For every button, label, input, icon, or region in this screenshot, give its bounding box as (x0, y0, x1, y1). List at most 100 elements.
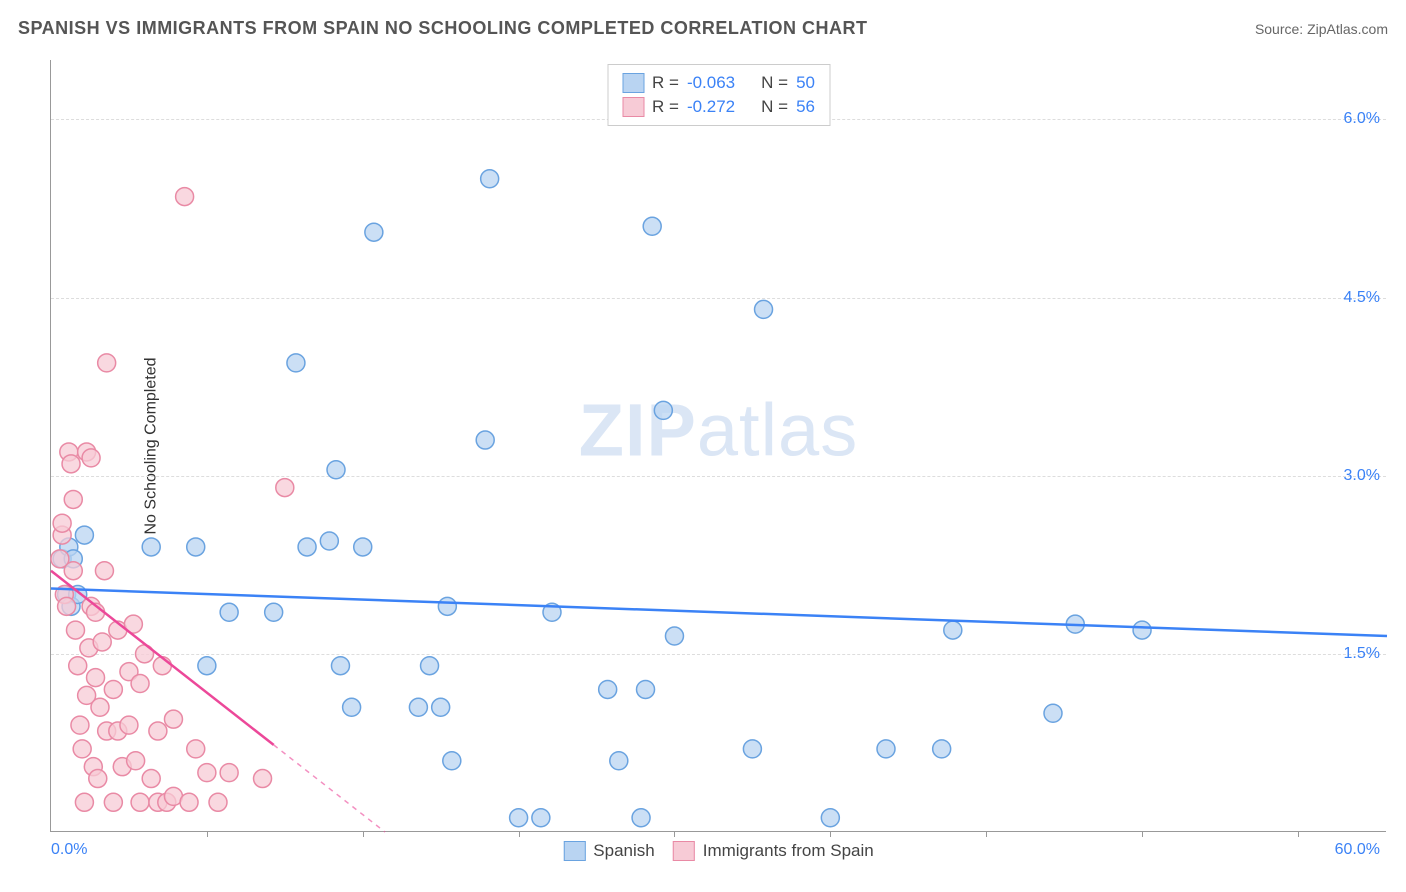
series-legend: Spanish Immigrants from Spain (563, 841, 873, 861)
legend-item-spanish: Spanish (563, 841, 654, 861)
correlation-row-immigrants: R =-0.272N =56 (622, 95, 815, 119)
trend-line-immigrants-dashed (274, 745, 385, 832)
data-point-spanish (933, 740, 951, 758)
data-point-spanish (665, 627, 683, 645)
data-point-spanish (877, 740, 895, 758)
x-tick-mark (519, 831, 520, 837)
data-point-immigrants (66, 621, 84, 639)
legend-label-immigrants: Immigrants from Spain (703, 841, 874, 861)
data-point-spanish (654, 401, 672, 419)
swatch-spanish (622, 73, 644, 93)
data-point-spanish (287, 354, 305, 372)
data-point-immigrants (69, 657, 87, 675)
data-point-spanish (743, 740, 761, 758)
x-tick-mark (207, 831, 208, 837)
data-point-immigrants (75, 793, 93, 811)
data-point-spanish (331, 657, 349, 675)
x-tick-mark (1142, 831, 1143, 837)
data-point-immigrants (120, 716, 138, 734)
data-point-immigrants (220, 764, 238, 782)
data-point-immigrants (153, 657, 171, 675)
data-point-spanish (599, 680, 617, 698)
x-axis-origin-label: 0.0% (51, 841, 87, 859)
data-point-spanish (755, 300, 773, 318)
data-point-immigrants (87, 669, 105, 687)
data-point-spanish (610, 752, 628, 770)
data-point-spanish (510, 809, 528, 827)
data-point-spanish (438, 597, 456, 615)
data-point-spanish (421, 657, 439, 675)
source-attribution: Source: ZipAtlas.com (1255, 21, 1388, 37)
data-point-immigrants (104, 680, 122, 698)
x-tick-mark (674, 831, 675, 837)
legend-label-spanish: Spanish (593, 841, 654, 861)
data-point-immigrants (98, 354, 116, 372)
data-point-spanish (476, 431, 494, 449)
data-point-immigrants (209, 793, 227, 811)
data-point-immigrants (71, 716, 89, 734)
source-link[interactable]: ZipAtlas.com (1307, 21, 1388, 37)
data-point-spanish (637, 680, 655, 698)
swatch-spanish (563, 841, 585, 861)
data-point-immigrants (91, 698, 109, 716)
scatter-svg (51, 60, 1386, 831)
data-point-spanish (432, 698, 450, 716)
data-point-immigrants (276, 479, 294, 497)
data-point-immigrants (64, 490, 82, 508)
data-point-immigrants (104, 793, 122, 811)
data-point-spanish (220, 603, 238, 621)
data-point-spanish (1044, 704, 1062, 722)
data-point-spanish (409, 698, 427, 716)
x-tick-mark (363, 831, 364, 837)
data-point-spanish (821, 809, 839, 827)
data-point-spanish (443, 752, 461, 770)
data-point-immigrants (82, 449, 100, 467)
data-point-immigrants (64, 562, 82, 580)
data-point-spanish (187, 538, 205, 556)
data-point-spanish (1133, 621, 1151, 639)
data-point-spanish (198, 657, 216, 675)
data-point-immigrants (180, 793, 198, 811)
data-point-spanish (354, 538, 372, 556)
chart-plot-area: No Schooling Completed ZIPatlas 1.5%3.0%… (50, 60, 1386, 832)
data-point-spanish (327, 461, 345, 479)
data-point-immigrants (62, 455, 80, 473)
data-point-immigrants (131, 793, 149, 811)
data-point-spanish (75, 526, 93, 544)
swatch-immigrants (673, 841, 695, 861)
data-point-spanish (265, 603, 283, 621)
data-point-immigrants (142, 770, 160, 788)
data-point-spanish (481, 170, 499, 188)
data-point-immigrants (53, 514, 71, 532)
x-tick-mark (986, 831, 987, 837)
data-point-immigrants (93, 633, 111, 651)
data-point-immigrants (89, 770, 107, 788)
data-point-spanish (532, 809, 550, 827)
data-point-immigrants (58, 597, 76, 615)
x-tick-mark (830, 831, 831, 837)
swatch-immigrants (622, 97, 644, 117)
data-point-spanish (632, 809, 650, 827)
data-point-spanish (142, 538, 160, 556)
data-point-immigrants (95, 562, 113, 580)
data-point-immigrants (254, 770, 272, 788)
data-point-spanish (298, 538, 316, 556)
correlation-legend: R =-0.063N =50R =-0.272N =56 (607, 64, 830, 126)
data-point-immigrants (131, 675, 149, 693)
legend-item-immigrants: Immigrants from Spain (673, 841, 874, 861)
data-point-immigrants (176, 188, 194, 206)
data-point-spanish (643, 217, 661, 235)
trend-line-spanish (51, 589, 1387, 637)
data-point-spanish (320, 532, 338, 550)
data-point-immigrants (149, 722, 167, 740)
x-axis-max-label: 60.0% (1335, 841, 1380, 859)
data-point-immigrants (164, 710, 182, 728)
correlation-row-spanish: R =-0.063N =50 (622, 71, 815, 95)
data-point-immigrants (73, 740, 91, 758)
data-point-spanish (944, 621, 962, 639)
x-tick-mark (1298, 831, 1299, 837)
data-point-immigrants (198, 764, 216, 782)
data-point-immigrants (127, 752, 145, 770)
data-point-immigrants (187, 740, 205, 758)
data-point-spanish (343, 698, 361, 716)
